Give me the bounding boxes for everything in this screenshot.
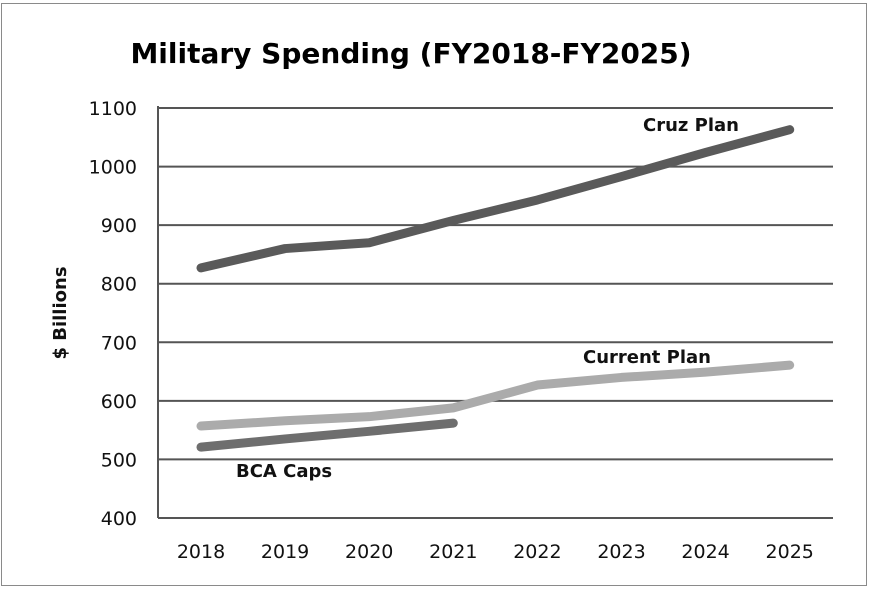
series-line-0 [196,125,795,273]
x-tick-label: 2020 [345,541,393,563]
y-tick-label: 1000 [89,157,137,179]
y-tick-label: 700 [101,332,137,354]
y-axis-label: $ Billions [50,266,71,359]
x-tick-label: 2019 [261,541,309,563]
series-label-cruz: Cruz Plan [643,115,739,136]
x-tick-label: 2024 [681,541,729,563]
series-label-bca: BCA Caps [236,461,332,482]
x-tick-label: 2022 [513,541,561,563]
x-tick-label: 2023 [597,541,645,563]
y-tick-label: 600 [101,391,137,413]
series-line-2 [196,418,458,452]
series-label-current: Current Plan [583,347,711,368]
x-tick-label: 2018 [177,541,225,563]
x-tick-label: 2025 [766,541,814,563]
y-tick-label: 800 [101,274,137,296]
x-tick-label: 2021 [429,541,477,563]
chart-title: Military Spending (FY2018-FY2025) [130,37,691,70]
series-line-1 [196,360,795,431]
y-tick-label: 1100 [89,98,137,120]
y-tick-label: 900 [101,215,137,237]
y-tick-label: 500 [101,449,137,471]
y-tick-label: 400 [101,508,137,530]
chart-frame [1,3,867,586]
